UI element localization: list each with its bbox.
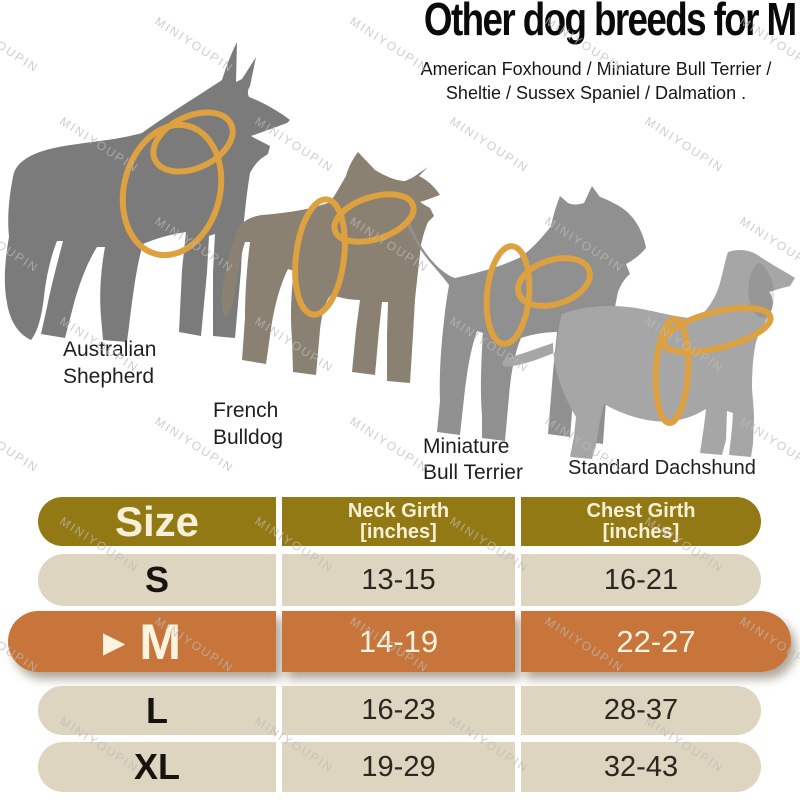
label-french-bulldog: French Bulldog [213, 399, 284, 449]
neck-girth-cell: 13-15 [282, 554, 515, 606]
size-row-s: S 13-15 16-21 [38, 554, 761, 606]
highlight-arrow-icon: ▶ [103, 624, 126, 659]
label-miniature-bull-terrier: Miniature Bull Terrier [423, 435, 523, 484]
bull-terrier-chest-girth-ring [483, 243, 533, 347]
size-cell: XL [38, 742, 276, 792]
size-cell: L [38, 686, 276, 735]
shepherd-chest-girth-ring [119, 121, 225, 259]
breed-list-subtitle: American Foxhound / Miniature Bull Terri… [400, 57, 792, 105]
bull-terrier-neck-girth-ring [515, 255, 593, 309]
bulldog-neck-girth-ring [331, 191, 417, 245]
chest-girth-cell: 22-27 [521, 611, 791, 672]
dog-size-illustration [4, 42, 795, 459]
shepherd-neck-girth-ring [150, 109, 236, 175]
neck-girth-cell: 14-19 [282, 611, 515, 672]
dachshund-neck-girth-ring [660, 305, 774, 355]
size-row-l: L 16-23 28-37 [38, 686, 761, 735]
breed-list-line1: American Foxhound / Miniature Bull Terri… [420, 59, 772, 79]
size-cell: S [38, 554, 276, 606]
dachshund-chest-girth-ring [652, 316, 692, 426]
bulldog-chest-girth-ring [292, 196, 348, 318]
size-row-xl: XL 19-29 32-43 [38, 742, 761, 792]
page-title: Other dog breeds for M [424, 0, 797, 45]
chest-girth-column-header: Chest Girth [inches] [521, 497, 761, 546]
label-australian-shepherd: Australian Shepherd [63, 338, 157, 388]
chest-girth-cell: 32-43 [521, 742, 761, 792]
breed-list-line2: Sheltie / Sussex Spaniel / Dalmation . [445, 83, 747, 103]
chest-girth-cell: 16-21 [521, 554, 761, 606]
neck-girth-cell: 16-23 [282, 686, 515, 735]
neck-girth-column-header: Neck Girth [inches] [282, 497, 515, 546]
size-table-header-row: Size Neck Girth [inches] Chest Girth [in… [38, 497, 761, 546]
label-standard-dachshund: Standard Dachshund [568, 457, 756, 479]
size-column-header: Size [38, 497, 276, 546]
standard-dachshund-silhouette [502, 250, 795, 459]
french-bulldog-silhouette [221, 152, 440, 383]
chest-girth-cell: 28-37 [521, 686, 761, 735]
size-cell: ▶ M [8, 611, 276, 672]
size-row-m-highlighted: ▶ M 14-19 22-27 [8, 611, 791, 672]
dachshund-ear [748, 262, 775, 318]
neck-girth-cell: 19-29 [282, 742, 515, 792]
